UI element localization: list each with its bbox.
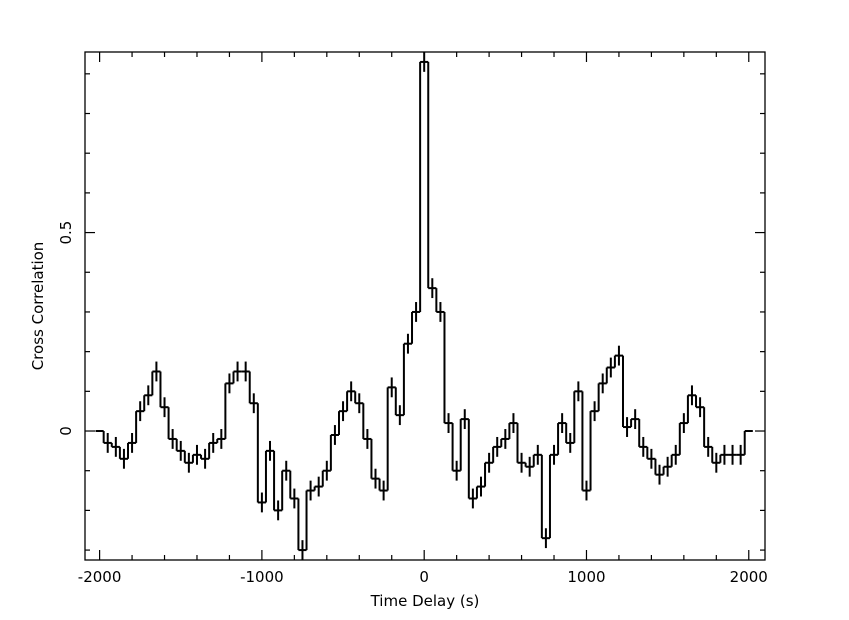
plot-frame bbox=[84, 51, 766, 561]
x-tick-label: 0 bbox=[419, 568, 429, 586]
x-tick-label: -1000 bbox=[240, 568, 284, 586]
x-tick-label: 1000 bbox=[567, 568, 605, 586]
y-tick-label: 0 bbox=[57, 426, 75, 436]
y-tick-label: 0.5 bbox=[57, 221, 75, 245]
x-axis-label: Time Delay (s) bbox=[370, 592, 480, 610]
x-tick-label: 2000 bbox=[730, 568, 768, 586]
y-axis-label: Cross Correlation bbox=[29, 242, 47, 371]
x-tick-label: -2000 bbox=[78, 568, 122, 586]
